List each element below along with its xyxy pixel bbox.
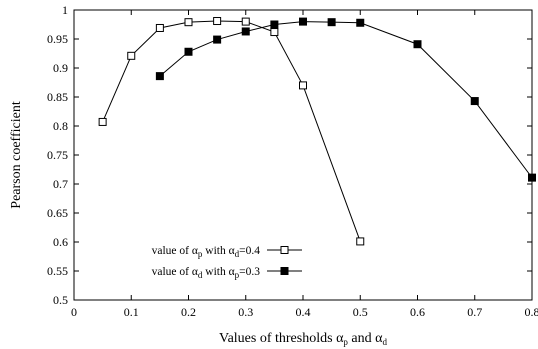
- y-tick-label: 0.7: [53, 177, 68, 191]
- data-point: [184, 47, 193, 56]
- y-tick-label: 0.75: [47, 148, 68, 162]
- x-tick-label: 0.5: [353, 305, 368, 319]
- x-axis-title: Values of thresholds αp and αd: [219, 331, 387, 347]
- data-point: [413, 40, 422, 49]
- legend-marker-2: [280, 267, 289, 275]
- data-point: [299, 81, 307, 90]
- data-point: [270, 28, 279, 37]
- y-tick-label: 0.85: [47, 90, 68, 104]
- x-tick-label: 0.8: [525, 305, 538, 319]
- series-line-1: [102, 20, 361, 242]
- x-tick-label: 0: [71, 305, 77, 319]
- data-point: [241, 17, 250, 26]
- x-tick-label: 0.4: [296, 305, 311, 319]
- data-point: [270, 20, 279, 29]
- plot-frame: [73, 9, 533, 301]
- y-tick-label: 0.65: [47, 206, 68, 220]
- data-point: [155, 72, 164, 81]
- y-tick-label: 0.55: [47, 264, 68, 278]
- legend-marker-1: [280, 246, 289, 254]
- data-point: [470, 97, 479, 106]
- y-tick-label: 0.9: [53, 61, 68, 75]
- x-tick-label: 0.3: [238, 305, 253, 319]
- data-point: [299, 17, 307, 26]
- legend-label-1: value of αp with αd=0.4: [152, 245, 261, 259]
- data-point: [98, 117, 107, 126]
- data-point: [327, 18, 336, 27]
- data-point: [184, 18, 193, 27]
- y-tick-label: 0.95: [47, 32, 68, 46]
- y-tick-label: 0.5: [53, 293, 68, 307]
- data-point: [127, 51, 136, 60]
- y-axis-title: Pearson coefficient: [9, 101, 24, 209]
- data-point: [213, 17, 222, 26]
- x-tick-label: 0.2: [181, 305, 196, 319]
- data-point: [356, 237, 365, 246]
- y-tick-label: 0.6: [53, 235, 68, 249]
- x-tick-label: 0.1: [124, 305, 139, 319]
- legend-label-2: value of αd with αp=0.3: [152, 266, 261, 280]
- x-tick-label: 0.7: [467, 305, 482, 319]
- y-tick-label: 1: [62, 3, 68, 17]
- data-point: [528, 173, 536, 182]
- y-tick-label: 0.8: [53, 119, 68, 133]
- data-point: [241, 27, 250, 36]
- data-point: [155, 23, 164, 32]
- data-point: [213, 35, 222, 44]
- x-tick-label: 0.6: [410, 305, 425, 319]
- data-point: [356, 18, 365, 27]
